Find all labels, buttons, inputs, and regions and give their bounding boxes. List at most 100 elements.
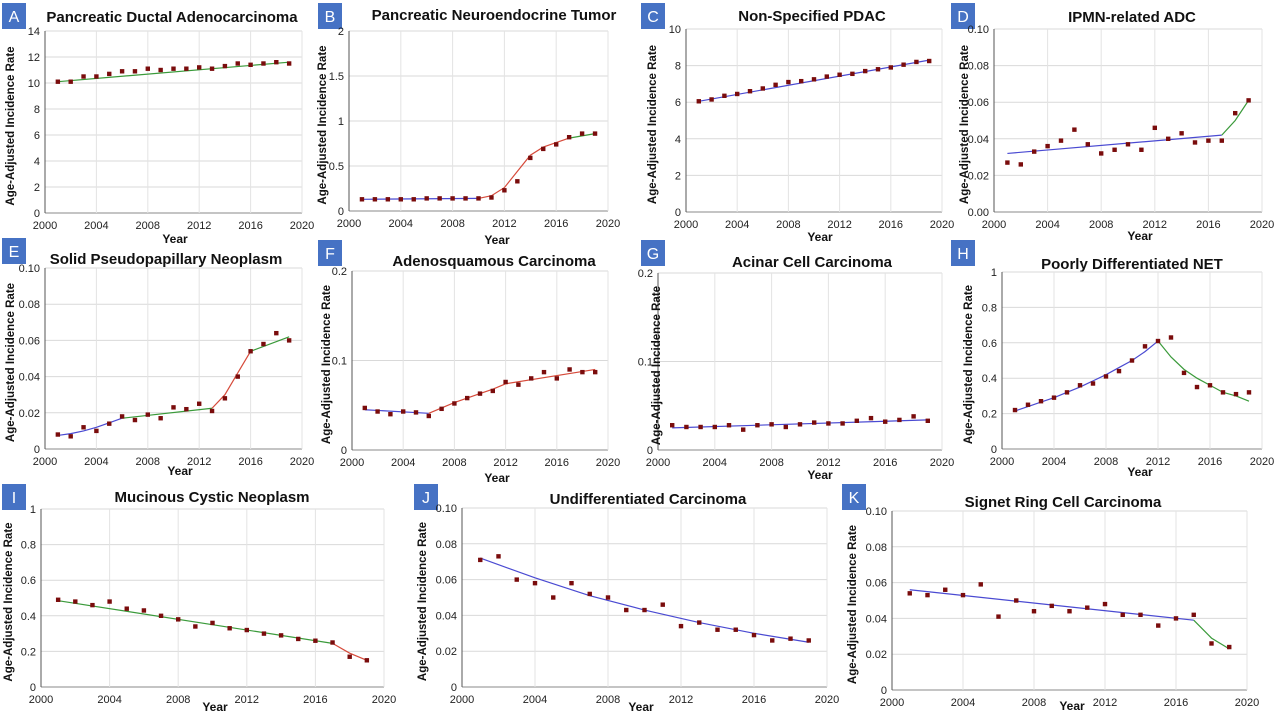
panel-j-data-point [624,607,629,613]
panel-d-data-point [1072,127,1077,132]
panel-j-data-point [587,591,592,597]
panel-b-data-point [554,142,559,147]
panel-g-data-point [854,418,859,423]
panel-k-title: Signet Ring Cell Carcinoma [965,494,1162,511]
panel-k-xtick-label: 2008 [1022,697,1046,709]
panel-c-ytick-label: 2 [675,170,681,182]
panel-j-title: Undifferentiated Carcinoma [550,491,747,508]
panel-i-ytick-label: 0.6 [21,575,36,587]
panel-g-data-point [826,421,831,426]
panel-j-data-point [514,577,519,582]
panel-d-data-point [1018,162,1023,167]
panel-i-data-point [347,654,352,659]
panel-k-xtick-label: 2000 [880,697,904,709]
panel-h-ytick-label: 0.4 [982,373,997,385]
panel-d-ytick-label: 0.06 [968,97,989,109]
panel-f-ytick-label: 0.2 [332,266,347,278]
panel-b-xtick-label: 2020 [596,218,620,230]
panel-g-data-point [897,417,902,423]
panel-j-fit-line-blue [480,557,809,643]
panel-f-ytick-label: 0.1 [332,356,347,368]
panel-b-data-point [359,197,365,202]
panel-h-data-point [1155,338,1161,344]
panel-i-data-point [124,606,129,611]
panel-k-data-point [1014,598,1019,603]
panel-b-ytick-label: 1 [338,116,344,128]
panel-f-xtick-label: 2012 [493,457,517,469]
panel-e-fit-line-green [122,407,213,419]
panel-e-data-point [55,432,61,437]
panel-e-xtick-label: 2020 [290,456,314,468]
panel-k-ytick-label: 0.08 [866,542,887,554]
panel-a-letter-badge [2,3,26,29]
panel-c-data-point [927,58,932,64]
panel-j-data-point [569,580,574,586]
panel-h-data-point [1142,344,1148,349]
panel-d-data-point [1179,131,1184,136]
panel-f-ylabel: Age-Adjusted Incidence Rate [321,285,333,444]
panel-h-ytick-label: 0.6 [982,338,997,350]
panel-e-data-point [68,434,73,439]
panel-c-xtick-label: 2000 [674,219,698,231]
panel-a-data-point [119,69,125,74]
panel-b-data-point [489,195,494,200]
panel-i-xtick-label: 2000 [29,694,53,706]
panel-e-data-point [119,414,125,419]
panel-g-ytick-label: 0.2 [638,268,653,280]
panel-a-data-point [197,65,202,70]
panel-d-ytick-label: 0.02 [968,170,989,182]
panel-a-ytick-label: 10 [28,78,40,90]
panel-i-data-point [244,627,249,633]
panel-a-letter: A [9,9,20,26]
panel-c-data-point [722,93,727,98]
panel-i-xlabel: Year [202,700,228,714]
panel-d-data-point [1219,138,1224,143]
panel-c-data-point [786,79,791,85]
panel-f-xtick-label: 2004 [391,457,415,469]
panel-e-fit-line-green [250,336,290,352]
panel-b-data-point [411,197,416,202]
panel-b-ytick-label: 1.5 [329,71,344,83]
panel-k: K Signet Ring Cell Carcinoma 0 0.02 0.04 0.06… [842,484,1259,713]
panel-f-data-point [503,379,508,385]
panel-c-ytick-label: 4 [675,134,681,146]
panel-e-ytick-label: 0.08 [19,299,40,311]
panel-e-data-point [145,412,150,417]
panel-g: G Acinar Cell Carcinoma 0 0.1 0.2 2000 2004 200… [638,240,954,482]
panel-e-ylabel: Age-Adjusted Incidence Rate [5,283,17,442]
panel-c-data-point [709,97,714,102]
panel-k-data-point [1227,644,1232,650]
panel-h-xlabel: Year [1127,465,1153,479]
panel-f-data-point [554,376,559,381]
panel-a-data-point [55,79,61,84]
panel-d-xtick-label: 2020 [1250,219,1274,231]
panel-g-data-point [783,424,788,430]
panel-i-data-point [158,613,164,618]
panel-j-data-point [715,627,720,632]
panel-i: I Mucinous Cystic Neoplasm 0 0.2 0.4 0.6 0.8 1 2… [2,484,396,714]
panel-g-letter: G [647,246,659,263]
panel-j-data-point [532,580,538,586]
panel-d-xtick-label: 2012 [1143,219,1167,231]
panel-k-data-point [1049,603,1054,609]
panel-h-data-point [1012,407,1018,413]
panel-a-xtick-label: 2008 [136,220,160,232]
panel-j-data-point [478,557,483,563]
panel-d-fit-line-green [1221,100,1250,136]
panel-g-xtick-label: 2016 [873,457,897,469]
panel-b-xtick-label: 2008 [440,218,464,230]
panel-g-ytick-label: 0 [647,445,653,457]
panel-h-data-point [1103,374,1109,379]
panel-h-xtick-label: 2004 [1042,456,1066,468]
panel-h-data-point [1064,390,1070,395]
panel-j-ytick-label: 0.06 [436,575,457,587]
panel-i-xtick-label: 2016 [303,694,327,706]
panel-k-xtick-label: 2020 [1235,697,1259,709]
panel-k-fit-line-green [1193,619,1230,650]
panel-e-letter-badge [2,238,26,264]
panel-h-data-point [1090,381,1096,386]
panel-g-xtick-label: 2008 [759,457,783,469]
panel-k-data-point [1138,612,1143,618]
